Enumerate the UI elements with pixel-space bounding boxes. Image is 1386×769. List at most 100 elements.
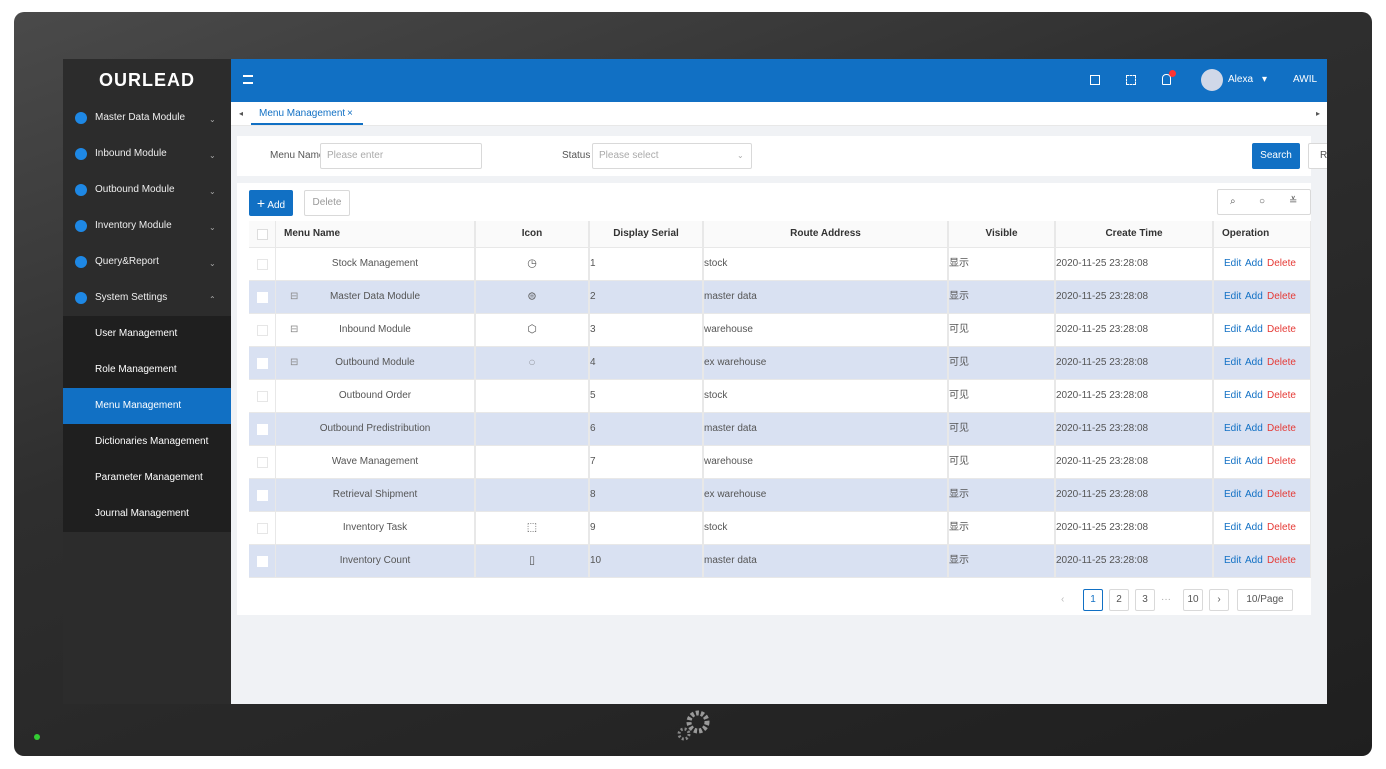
header-extra[interactable]: AWIL: [1293, 74, 1318, 85]
checkbox[interactable]: [257, 424, 268, 435]
page-button[interactable]: 10: [1183, 589, 1203, 611]
next-page[interactable]: ›: [1209, 589, 1229, 611]
tab[interactable]: Menu Management ×: [251, 105, 363, 125]
cell: 显示: [948, 248, 1055, 280]
search-button[interactable]: Search: [1252, 143, 1300, 169]
tab-close[interactable]: ×: [347, 108, 353, 119]
tree-toggle[interactable]: ⊟: [290, 357, 299, 368]
route-address: master data: [704, 423, 757, 434]
operation-link[interactable]: Add: [1245, 489, 1263, 500]
sidebar-item[interactable]: Query&Report ⌄: [63, 244, 231, 280]
operation-link[interactable]: Add: [1245, 258, 1263, 269]
operation-link[interactable]: Add: [1245, 291, 1263, 302]
sidebar-item[interactable]: System Settings ⌃: [63, 280, 231, 316]
icon-button[interactable]: [1090, 75, 1100, 85]
cell: 1: [589, 248, 703, 280]
menu-toggle[interactable]: [243, 75, 253, 84]
submenu-item[interactable]: User Management: [63, 316, 231, 352]
checkbox[interactable]: [257, 229, 268, 240]
operation-link[interactable]: Add: [1245, 357, 1263, 368]
tree-toggle[interactable]: ⊟: [290, 291, 299, 302]
operation-link[interactable]: Edit: [1224, 324, 1242, 335]
prev-page[interactable]: ‹: [1061, 594, 1065, 605]
operation-link[interactable]: Edit: [1224, 456, 1242, 467]
module-label: System Settings: [95, 292, 168, 303]
sidebar-item[interactable]: Outbound Module ⌄: [63, 172, 231, 208]
checkbox[interactable]: [257, 523, 268, 534]
cell: 2020-11-25 23:28:08: [1055, 314, 1213, 346]
operation-link[interactable]: Edit: [1224, 390, 1242, 401]
sidebar-item[interactable]: Master Data Module ⌄: [63, 100, 231, 136]
operation-link[interactable]: Add: [1245, 522, 1263, 533]
placeholder: Please select: [599, 150, 659, 161]
operation-link[interactable]: Add: [1245, 390, 1263, 401]
checkbox[interactable]: [257, 259, 268, 270]
page-button[interactable]: 1: [1083, 589, 1103, 611]
operation-link[interactable]: Edit: [1224, 357, 1242, 368]
operation-link[interactable]: Edit: [1224, 258, 1242, 269]
menu-name-input[interactable]: Please enter: [320, 143, 482, 169]
operation-link[interactable]: Edit: [1224, 423, 1242, 434]
operation-link[interactable]: Edit: [1224, 489, 1242, 500]
operation-link[interactable]: Add: [1245, 456, 1263, 467]
operation-link[interactable]: Delete: [1267, 324, 1296, 335]
tree-toggle[interactable]: ⊟: [290, 324, 299, 335]
visible: 显示: [949, 489, 969, 500]
operation-link[interactable]: Delete: [1267, 555, 1296, 566]
module-icon: [75, 220, 87, 232]
avatar[interactable]: [1201, 69, 1223, 91]
submenu-item[interactable]: Parameter Management: [63, 460, 231, 496]
sidebar-item[interactable]: Inventory Module ⌄: [63, 208, 231, 244]
operation-link[interactable]: Add: [1245, 555, 1263, 566]
user-caret[interactable]: ▾: [1262, 74, 1268, 85]
user-name[interactable]: Alexa: [1228, 74, 1254, 85]
checkbox[interactable]: [257, 457, 268, 468]
submenu-label: Menu Management: [95, 400, 182, 411]
add-label: Add: [267, 200, 286, 211]
checkbox[interactable]: [257, 490, 268, 501]
operation-link[interactable]: Delete: [1267, 258, 1296, 269]
page-size-select[interactable]: 10/Page: [1237, 589, 1293, 611]
reset-button[interactable]: Reset: [1308, 143, 1327, 169]
sidebar-item[interactable]: Inbound Module ⌄: [63, 136, 231, 172]
checkbox[interactable]: [257, 358, 268, 369]
operation-link[interactable]: Delete: [1267, 291, 1296, 302]
operation-link[interactable]: Delete: [1267, 522, 1296, 533]
operation-link[interactable]: Delete: [1267, 357, 1296, 368]
checkbox[interactable]: [257, 325, 268, 336]
submenu-item[interactable]: Dictionaries Management: [63, 424, 231, 460]
operation-link[interactable]: Add: [1245, 423, 1263, 434]
tab-scroll-right[interactable]: ▸: [1316, 109, 1321, 118]
checkbox[interactable]: [257, 292, 268, 303]
page-button[interactable]: 2: [1109, 589, 1129, 611]
operation-link[interactable]: Delete: [1267, 489, 1296, 500]
operation-link[interactable]: Delete: [1267, 423, 1296, 434]
submenu-item[interactable]: Journal Management: [63, 496, 231, 532]
tab-scroll-left[interactable]: ◂: [239, 109, 244, 118]
submenu-item[interactable]: Role Management: [63, 352, 231, 388]
column-title: Operation: [1222, 228, 1270, 239]
tool-search[interactable]: ⌕: [1230, 196, 1236, 207]
checkbox[interactable]: [257, 556, 268, 567]
operation-link[interactable]: Add: [1245, 324, 1263, 335]
header-cell: Create Time: [1055, 221, 1213, 247]
notification-button[interactable]: [1162, 74, 1171, 85]
submenu-item[interactable]: Menu Management: [63, 388, 231, 424]
status-select[interactable]: Please select ⌄: [592, 143, 752, 169]
create-time: 2020-11-25 23:28:08: [1056, 489, 1149, 500]
cell: 2020-11-25 23:28:08: [1055, 347, 1213, 379]
display-serial: 1: [590, 258, 596, 269]
tool-columns[interactable]: ≚: [1289, 196, 1298, 207]
operation-link[interactable]: Edit: [1224, 291, 1242, 302]
tool-refresh[interactable]: ○: [1259, 196, 1266, 207]
operation-link[interactable]: Delete: [1267, 456, 1296, 467]
page-button[interactable]: 3: [1135, 589, 1155, 611]
checkbox[interactable]: [257, 391, 268, 402]
delete-button[interactable]: Delete: [304, 190, 350, 216]
fullscreen-button[interactable]: [1126, 75, 1136, 85]
add-button[interactable]: + Add: [249, 190, 293, 216]
operation-link[interactable]: Edit: [1224, 555, 1242, 566]
operation-link[interactable]: Delete: [1267, 390, 1296, 401]
operation-link[interactable]: Edit: [1224, 522, 1242, 533]
